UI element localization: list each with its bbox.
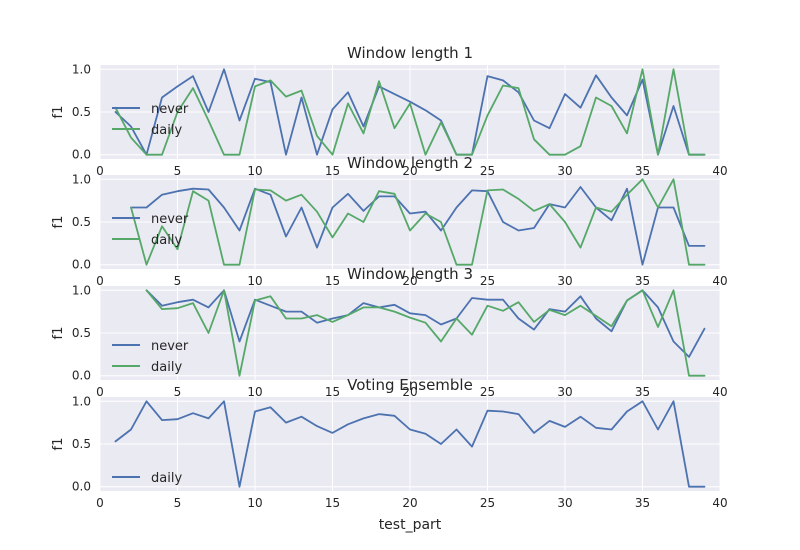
series-line-daily xyxy=(114,400,706,488)
x-tick-label: 40 xyxy=(712,164,727,178)
x-tick-label: 35 xyxy=(635,274,650,288)
y-tick-label: 0.5 xyxy=(72,437,91,451)
x-tick-label: 35 xyxy=(635,164,650,178)
y-tick-label: 0.0 xyxy=(72,258,91,272)
x-tick-label: 10 xyxy=(247,496,262,510)
subplot-title: Voting Ensemble xyxy=(347,376,473,394)
series-line-daily xyxy=(145,289,706,377)
legend-label: daily xyxy=(151,123,182,138)
x-tick-label: 25 xyxy=(480,164,495,178)
y-axis-label: f1 xyxy=(51,106,66,119)
y-tick-label: 1.0 xyxy=(72,283,91,297)
x-tick-label: 40 xyxy=(712,496,727,510)
x-tick-label: 35 xyxy=(635,385,650,399)
x-tick-label: 20 xyxy=(402,496,417,510)
x-tick-label: 15 xyxy=(325,496,340,510)
series-line-never xyxy=(114,68,706,156)
x-tick-label: 0 xyxy=(96,385,104,399)
legend-label: never xyxy=(151,102,189,117)
x-tick-label: 0 xyxy=(96,274,104,288)
subplot-2: Window length 2 0 5 10 15 20 25 30 35 40 0.0 0.5 1.0… xyxy=(51,154,728,288)
subplot-title: Window length 3 xyxy=(347,265,473,283)
x-tick-label: 5 xyxy=(174,164,182,178)
x-tick-label: 40 xyxy=(712,274,727,288)
legend-label: daily xyxy=(151,471,182,486)
x-tick-label: 5 xyxy=(174,496,182,510)
series-line-daily xyxy=(114,68,706,156)
subplot-title: Window length 1 xyxy=(347,44,473,62)
x-tick-label: 25 xyxy=(480,274,495,288)
subplot-4: Voting Ensemble 0 5 10 15 20 25 30 35 40 0.0 0.5 1.0… xyxy=(51,376,728,533)
series-line-never xyxy=(145,289,706,358)
subplot-1: Window length 1 0 5 10 15 20 25 30 35 40 0.0 0.5 1.0… xyxy=(51,44,728,178)
x-tick-label: 10 xyxy=(247,385,262,399)
legend-label: daily xyxy=(151,360,182,375)
x-tick-label: 30 xyxy=(557,274,572,288)
y-tick-label: 0.0 xyxy=(72,480,91,494)
subplot-3: Window length 3 0 5 10 15 20 25 30 35 40 0.0 0.5 1.0… xyxy=(51,265,728,399)
x-tick-label: 20 xyxy=(402,385,417,399)
y-tick-label: 1.0 xyxy=(72,62,91,76)
x-tick-label: 0 xyxy=(96,496,104,510)
x-tick-label: 10 xyxy=(247,164,262,178)
y-tick-label: 0.5 xyxy=(72,326,91,340)
x-axis-label: test_part xyxy=(379,517,442,533)
y-tick-label: 1.0 xyxy=(72,172,91,186)
x-tick-label: 10 xyxy=(247,274,262,288)
x-tick-label: 15 xyxy=(325,274,340,288)
y-axis-label: f1 xyxy=(51,327,66,340)
y-tick-label: 0.0 xyxy=(72,369,91,383)
x-tick-label: 20 xyxy=(402,164,417,178)
legend-label: never xyxy=(151,339,189,354)
legend: never daily xyxy=(112,339,189,375)
x-tick-label: 25 xyxy=(480,385,495,399)
x-tick-label: 25 xyxy=(480,496,495,510)
legend: daily xyxy=(112,471,182,486)
legend-label: never xyxy=(151,212,189,227)
y-tick-label: 1.0 xyxy=(72,394,91,408)
x-tick-label: 30 xyxy=(557,496,572,510)
x-tick-label: 40 xyxy=(712,385,727,399)
x-tick-label: 15 xyxy=(325,385,340,399)
x-tick-label: 20 xyxy=(402,274,417,288)
x-tick-label: 30 xyxy=(557,164,572,178)
legend-label: daily xyxy=(151,233,182,248)
x-tick-label: 0 xyxy=(96,164,104,178)
x-tick-label: 15 xyxy=(325,164,340,178)
series-line-never xyxy=(130,186,706,266)
x-tick-label: 35 xyxy=(635,496,650,510)
x-tick-label: 30 xyxy=(557,385,572,399)
y-axis-label: f1 xyxy=(51,438,66,451)
series-line-daily xyxy=(130,178,706,266)
x-tick-label: 5 xyxy=(174,274,182,288)
legend: never daily xyxy=(112,212,189,248)
y-axis-label: f1 xyxy=(51,216,66,229)
x-tick-label: 5 xyxy=(174,385,182,399)
subplot-title: Window length 2 xyxy=(347,154,473,172)
y-tick-label: 0.0 xyxy=(72,148,91,162)
y-tick-label: 0.5 xyxy=(72,105,91,119)
legend: never daily xyxy=(112,102,189,138)
y-tick-label: 0.5 xyxy=(72,215,91,229)
